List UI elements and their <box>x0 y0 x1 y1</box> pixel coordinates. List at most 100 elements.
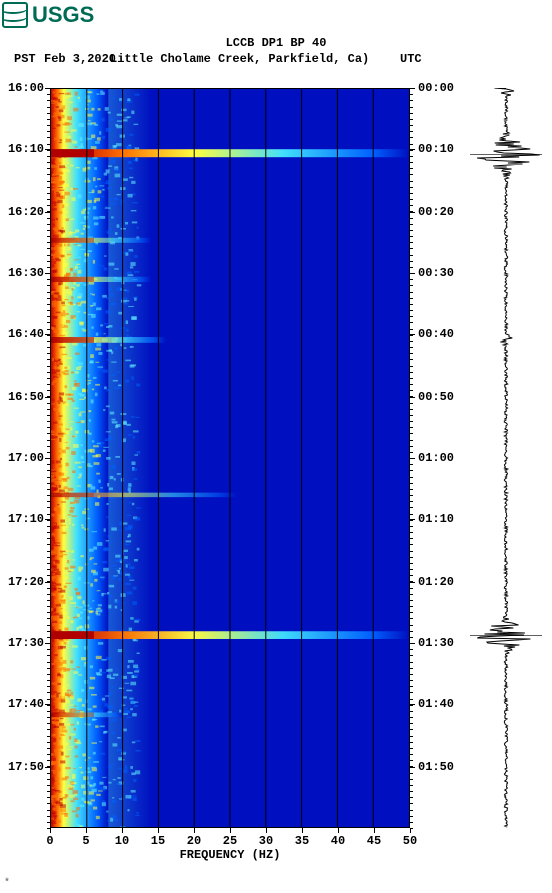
ytick-left: 16:30 <box>4 266 44 280</box>
ytick-minor <box>47 199 50 200</box>
ytick-minor <box>47 224 50 225</box>
ytick-minor <box>47 797 50 798</box>
ytick-right: 01:40 <box>418 697 468 711</box>
ytick-minor <box>47 378 50 379</box>
xtick-label: 0 <box>40 834 60 848</box>
ytick-minor <box>410 168 413 169</box>
ytick-minor <box>410 137 413 138</box>
ytick-minor <box>410 310 413 311</box>
ytick-minor <box>47 773 50 774</box>
ytick-minor <box>410 742 413 743</box>
usgs-logo: USGS <box>2 2 94 28</box>
ytick-minor <box>410 803 413 804</box>
ytick-minor <box>410 655 413 656</box>
ytick-minor <box>410 501 413 502</box>
xtick-label: 50 <box>400 834 420 848</box>
xtick-mark <box>410 828 411 833</box>
ytick-minor <box>410 692 413 693</box>
ytick-minor <box>47 803 50 804</box>
ytick-minor <box>47 612 50 613</box>
ytick-minor <box>47 304 50 305</box>
ytick-minor <box>410 785 413 786</box>
ytick-minor <box>410 285 413 286</box>
spectrogram-plot <box>50 88 410 828</box>
ytick-minor <box>47 489 50 490</box>
ytick-minor <box>47 427 50 428</box>
ytick-minor <box>410 773 413 774</box>
ytick-minor <box>410 403 413 404</box>
ytick-minor <box>47 810 50 811</box>
ytick-minor <box>47 440 50 441</box>
ytick-right: 00:20 <box>418 205 468 219</box>
xtick-mark <box>86 828 87 833</box>
ytick-minor <box>410 452 413 453</box>
ytick-minor <box>410 322 413 323</box>
ytick-minor <box>47 458 50 459</box>
ytick-minor <box>410 261 413 262</box>
ytick-minor <box>410 791 413 792</box>
ytick-minor <box>410 723 413 724</box>
ytick-minor <box>47 174 50 175</box>
ytick-minor <box>47 649 50 650</box>
xtick-mark <box>374 828 375 833</box>
ytick-minor <box>47 279 50 280</box>
ytick-minor <box>47 816 50 817</box>
ytick-minor <box>47 760 50 761</box>
ytick-minor <box>410 267 413 268</box>
ytick-minor <box>410 409 413 410</box>
ytick-minor <box>410 211 413 212</box>
ytick-minor <box>410 433 413 434</box>
ytick-minor <box>47 717 50 718</box>
xtick-label: 40 <box>328 834 348 848</box>
ytick-minor <box>47 526 50 527</box>
ytick-minor <box>47 705 50 706</box>
ytick-minor <box>47 446 50 447</box>
ytick-minor <box>410 458 413 459</box>
ytick-left: 17:30 <box>4 636 44 650</box>
ytick-minor <box>410 748 413 749</box>
ytick-minor <box>47 353 50 354</box>
ytick-minor <box>410 631 413 632</box>
ytick-minor <box>410 822 413 823</box>
ytick-minor <box>47 495 50 496</box>
ytick-minor <box>47 248 50 249</box>
ytick-left: 17:20 <box>4 575 44 589</box>
seismogram-trace <box>470 88 542 828</box>
ytick-minor <box>47 637 50 638</box>
ytick-minor <box>47 168 50 169</box>
ytick-minor <box>410 674 413 675</box>
ytick-minor <box>410 551 413 552</box>
ytick-minor <box>47 150 50 151</box>
ytick-minor <box>410 594 413 595</box>
ytick-left: 16:10 <box>4 142 44 156</box>
ytick-minor <box>47 483 50 484</box>
ytick-minor <box>410 384 413 385</box>
ytick-minor <box>410 612 413 613</box>
trace-canvas <box>470 88 542 828</box>
ytick-minor <box>47 181 50 182</box>
ytick-minor <box>410 205 413 206</box>
ytick-minor <box>47 236 50 237</box>
ytick-minor <box>410 329 413 330</box>
ytick-minor <box>410 107 413 108</box>
ytick-minor <box>410 588 413 589</box>
ytick-minor <box>410 569 413 570</box>
ytick-minor <box>47 723 50 724</box>
ytick-minor <box>410 390 413 391</box>
ytick-left: 17:00 <box>4 451 44 465</box>
xtick-label: 20 <box>184 834 204 848</box>
ytick-minor <box>47 532 50 533</box>
ytick-right: 00:40 <box>418 327 468 341</box>
ytick-left: 17:50 <box>4 760 44 774</box>
ytick-left: 16:00 <box>4 81 44 95</box>
xtick-mark <box>266 828 267 833</box>
ytick-minor <box>410 341 413 342</box>
ytick-minor <box>410 187 413 188</box>
ytick-minor <box>47 230 50 231</box>
ytick-minor <box>47 316 50 317</box>
ytick-minor <box>410 810 413 811</box>
ytick-minor <box>410 507 413 508</box>
ytick-minor <box>47 822 50 823</box>
ytick-minor <box>410 162 413 163</box>
ytick-minor <box>47 156 50 157</box>
